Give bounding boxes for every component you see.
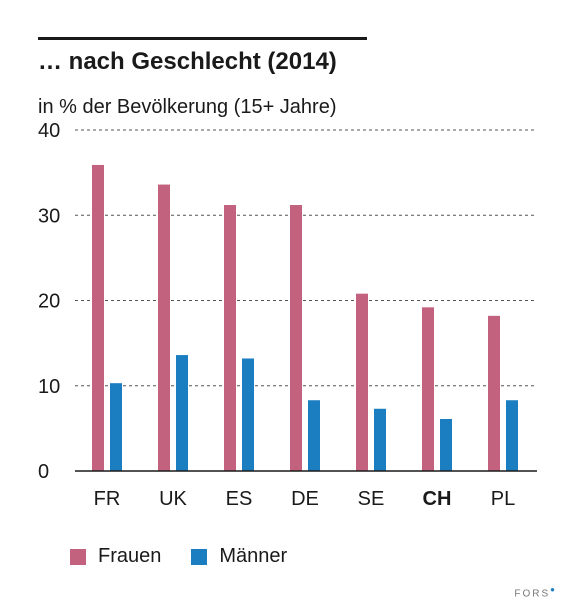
y-tick-label-10: 10 bbox=[38, 376, 60, 398]
x-tick-label-se: SE bbox=[358, 488, 385, 510]
legend-item-frauen: Frauen bbox=[70, 545, 161, 568]
x-tick-label-fr: FR bbox=[94, 488, 121, 510]
source-credit: FORS● bbox=[514, 585, 555, 599]
bar-maenner-fr bbox=[110, 383, 122, 471]
y-tick-label-0: 0 bbox=[38, 461, 49, 483]
bar-maenner-uk bbox=[176, 355, 188, 471]
bar-frauen-se bbox=[356, 293, 368, 471]
bar-maenner-se bbox=[374, 408, 386, 471]
x-tick-label-ch: CH bbox=[423, 488, 452, 510]
bar-frauen-ch bbox=[422, 307, 434, 471]
title-rule bbox=[38, 37, 367, 40]
x-tick-labels: FR UK ES DE SE CH PL bbox=[94, 488, 516, 510]
legend-item-maenner: Männer bbox=[191, 545, 287, 568]
bar-maenner-ch bbox=[440, 418, 452, 471]
x-tick-label-pl: PL bbox=[491, 488, 515, 510]
bars bbox=[92, 164, 518, 471]
x-tick-label-de: DE bbox=[291, 488, 319, 510]
x-tick-label-es: ES bbox=[226, 488, 253, 510]
y-tick-labels: 0 10 20 30 40 bbox=[38, 120, 60, 483]
bar-frauen-es bbox=[224, 205, 236, 471]
legend-swatch-maenner bbox=[191, 548, 208, 565]
y-tick-label-30: 30 bbox=[38, 205, 60, 227]
legend: Frauen Männer bbox=[70, 545, 317, 568]
bar-maenner-es bbox=[242, 358, 254, 471]
gridlines bbox=[75, 129, 537, 387]
chart-subtitle: in % der Bevölkerung (15+ Jahre) bbox=[38, 96, 337, 118]
credit-text: FORS bbox=[514, 588, 551, 600]
x-tick-label-uk: UK bbox=[159, 488, 187, 510]
bar-frauen-uk bbox=[158, 184, 170, 471]
bar-frauen-de bbox=[290, 205, 302, 471]
legend-label-frauen: Frauen bbox=[98, 545, 162, 567]
legend-label-maenner: Männer bbox=[219, 545, 288, 567]
y-tick-label-40: 40 bbox=[38, 120, 60, 142]
bar-frauen-fr bbox=[92, 164, 104, 471]
bar-maenner-de bbox=[308, 400, 320, 471]
bar-frauen-pl bbox=[488, 315, 500, 471]
bar-maenner-pl bbox=[506, 400, 518, 471]
chart-title: … nach Geschlecht (2014) bbox=[38, 48, 337, 75]
legend-swatch-frauen bbox=[70, 548, 86, 565]
credit-dot-icon: ● bbox=[550, 585, 555, 594]
y-tick-label-20: 20 bbox=[38, 291, 60, 313]
